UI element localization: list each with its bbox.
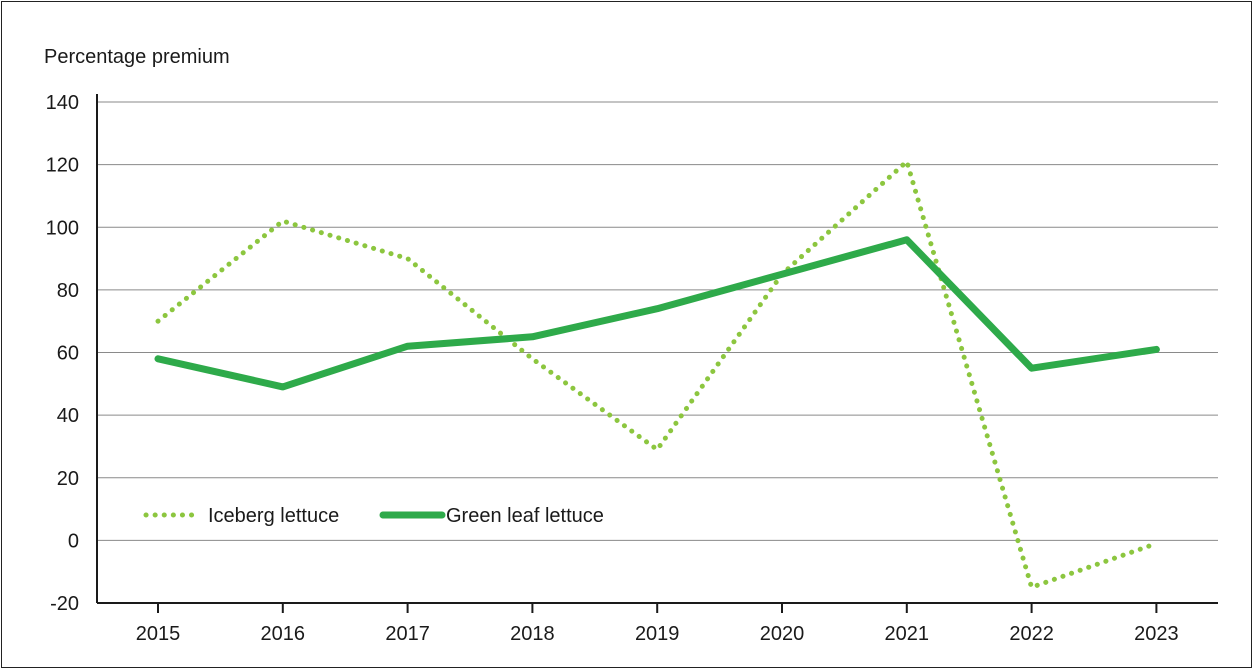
y-tick-label-60: 60 — [57, 343, 79, 365]
y-tick-label--20: -20 — [50, 593, 79, 615]
gridlines — [97, 101, 1218, 541]
y-tick-label-80: 80 — [57, 280, 79, 302]
x-tick-label-2018: 2018 — [510, 623, 555, 645]
x-tick-label-2022: 2022 — [1009, 623, 1054, 645]
y-tick-label-100: 100 — [46, 217, 79, 239]
y-tick-label-40: 40 — [57, 405, 79, 427]
series-line-green-leaf — [154, 236, 1160, 391]
series-lines — [154, 159, 1160, 590]
x-tick-label-2016: 2016 — [261, 623, 306, 645]
axes — [96, 94, 1218, 613]
x-tick-label-2023: 2023 — [1134, 623, 1179, 645]
x-tick-labels: 2015 2016 2017 2018 2019 2020 2021 2022 2023 — [136, 623, 1179, 645]
x-tick-label-2015: 2015 — [136, 623, 181, 645]
x-tick-label-2017: 2017 — [385, 623, 430, 645]
y-tick-label-0: 0 — [68, 530, 79, 552]
series-line-iceberg — [155, 159, 1159, 590]
y-tick-label-140: 140 — [46, 92, 79, 114]
y-axis-title: Percentage premium — [44, 46, 230, 68]
legend: Iceberg lettuce Green leaf lettuce — [143, 505, 604, 527]
legend-label-green-leaf: Green leaf lettuce — [446, 505, 604, 527]
x-tick-label-2019: 2019 — [635, 623, 680, 645]
x-tick-label-2021: 2021 — [885, 623, 930, 645]
y-tick-label-120: 120 — [46, 155, 79, 177]
y-tick-label-20: 20 — [57, 468, 79, 490]
y-tick-labels: -20 0 20 40 60 80 100 120 140 — [46, 92, 79, 615]
x-tick-label-2020: 2020 — [760, 623, 805, 645]
legend-label-iceberg: Iceberg lettuce — [208, 505, 339, 527]
